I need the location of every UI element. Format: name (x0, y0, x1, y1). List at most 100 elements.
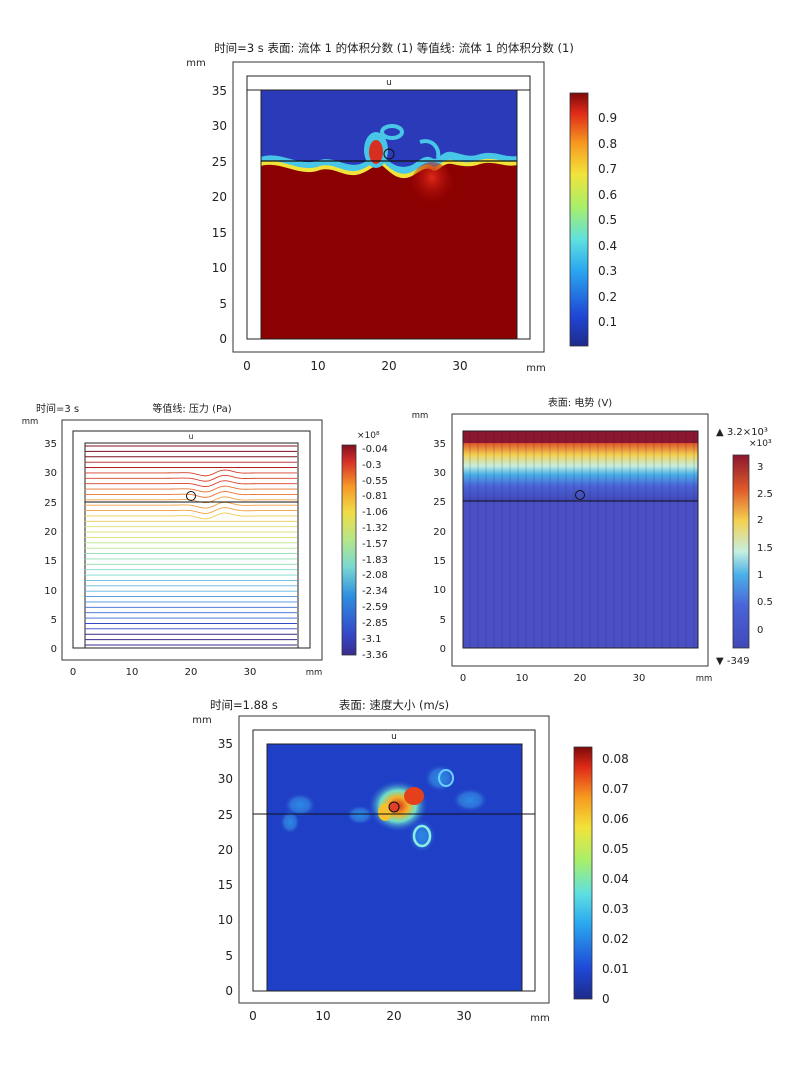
plot-volume-fraction: 时间=3 s 表面: 流体 1 的体积分数 (1) 等值线: 流体 1 的体积分… (186, 41, 617, 374)
plot4-ytick: 20 (218, 843, 233, 857)
isobar-line (84, 512, 297, 520)
plot4-ytick: 30 (218, 772, 233, 786)
plot2-ytick: 15 (44, 556, 57, 567)
plot4-cbar-tick: 0.05 (602, 842, 629, 856)
plot-electric-potential: 表面: 电势 (V) mm mm 0 10 20 30 0 5 10 15 20… (412, 396, 773, 684)
plot3-xtick: 20 (574, 673, 587, 684)
plot2-outer-boundary (72, 430, 311, 649)
plot-velocity: 时间=1.88 s 表面: 速度大小 (m/s) mm mm u 0 10 20 (192, 698, 628, 1024)
plot1-cbar-tick: 0.3 (598, 264, 617, 278)
plot4-ytick: 0 (225, 984, 233, 998)
plot4-cbar-tick: 0 (602, 992, 610, 1006)
plot2-cbar-tick: -1.32 (362, 523, 388, 534)
plot2-cbar-tick: -2.08 (362, 570, 388, 581)
plot2-cbar-tick: -2.85 (362, 618, 388, 629)
plot3-colorbar: ▲ 3.2×10³ ×10³ 3 2.5 2 1.5 1 0.5 0 ▼ -34… (716, 427, 773, 667)
plot2-colorbar-bar (341, 444, 357, 656)
plot4-colorbar: 0.08 0.07 0.06 0.05 0.04 0.03 0.02 0.01 … (573, 746, 629, 1006)
plot1-cbar-tick: 0.5 (598, 213, 617, 227)
plot2-cbar-tick: -1.06 (362, 507, 388, 518)
plot1-ytick: 0 (219, 332, 227, 346)
plot4-x-ticks: 0 10 20 30 (249, 1009, 471, 1023)
plot2-xtick: 0 (70, 667, 76, 678)
plot4-title: 表面: 速度大小 (m/s) (339, 698, 449, 712)
plot2-cbar-tick: -1.57 (362, 539, 388, 550)
plot1-y-unit: mm (186, 58, 205, 69)
plot2-cbar-multiplier: ×10⁸ (357, 431, 380, 441)
plot4-axes-frame (238, 715, 550, 1004)
plot2-cbar-tick: -0.04 (362, 444, 388, 455)
plot4-ytick: 15 (218, 878, 233, 892)
plot3-axes-frame (451, 413, 709, 667)
plot3-cbar-tick: 3 (757, 462, 763, 473)
plot3-title: 表面: 电势 (V) (548, 396, 612, 409)
plot2-cbar-tick: -0.3 (362, 460, 382, 471)
plot4-cbar-tick: 0.07 (602, 782, 629, 796)
plot1-xtick: 10 (310, 359, 325, 373)
plot4-field (267, 744, 522, 991)
plot1-ytick: 15 (212, 226, 227, 240)
plot3-domain-boundary (462, 430, 699, 649)
isobar-line (84, 485, 297, 493)
plot4-cbar-tick: 0.04 (602, 872, 629, 886)
plot1-cbar-tick: 0.6 (598, 188, 617, 202)
plot4-cbar-tick: 0.02 (602, 932, 629, 946)
plot1-title: 时间=3 s 表面: 流体 1 的体积分数 (1) 等值线: 流体 1 的体积分… (214, 41, 574, 55)
plot1-particle-circle (383, 148, 395, 160)
plot3-ytick: 10 (433, 585, 446, 596)
plot3-cbar-multiplier: ×10³ (749, 439, 772, 449)
plot1-cbar-tick: 0.9 (598, 111, 617, 125)
plot4-cbar-tick: 0.01 (602, 962, 629, 976)
plot1-cbar-tick: 0.8 (598, 137, 617, 151)
plot2-x-ticks: 0 10 20 30 (70, 667, 257, 678)
plot1-cbar-tick: 0.4 (598, 239, 617, 253)
plot2-cbar-tick: -1.83 (362, 555, 388, 566)
plot3-ytick: 0 (440, 644, 446, 655)
plot1-cbar-tick: 0.7 (598, 162, 617, 176)
plot4-xtick: 30 (456, 1009, 471, 1023)
plot2-cbar-tick: -2.59 (362, 602, 388, 613)
plot2-time-label: 时间=3 s (36, 402, 79, 415)
plot1-ytick: 20 (212, 190, 227, 204)
plot3-ytick: 25 (433, 497, 446, 508)
plot1-colorbar: 0.9 0.8 0.7 0.6 0.5 0.4 0.3 0.2 0.1 (569, 92, 617, 347)
plot4-xtick: 20 (386, 1009, 401, 1023)
plot3-xtick: 0 (460, 673, 466, 684)
plot1-axes-frame (232, 61, 545, 353)
plot1-ytick: 10 (212, 261, 227, 275)
plot2-cbar-tick: -2.34 (362, 586, 388, 597)
plot3-cbar-min: ▼ -349 (716, 656, 750, 667)
plot3-ytick: 30 (433, 468, 446, 479)
plot1-ytick: 25 (212, 155, 227, 169)
plot2-xtick: 10 (126, 667, 139, 678)
plot1-x-unit: mm (526, 363, 545, 374)
plot4-ytick: 10 (218, 913, 233, 927)
isobar-line (84, 469, 297, 477)
plot1-marker-u: u (386, 78, 392, 88)
plot2-ytick: 30 (44, 468, 57, 479)
plot3-xtick: 30 (633, 673, 646, 684)
plot1-cbar-tick: 0.2 (598, 290, 617, 304)
plot4-xtick: 10 (315, 1009, 330, 1023)
plot1-xtick: 30 (452, 359, 467, 373)
plot2-cbar-tick: -3.36 (362, 650, 388, 661)
plot4-y-ticks: 0 5 10 15 20 25 30 35 (218, 737, 233, 998)
plot4-marker-u: u (391, 732, 397, 742)
plot2-cbar-tick: -0.55 (362, 476, 388, 487)
plot4-cbar-tick: 0.08 (602, 752, 629, 766)
isobar-line (84, 480, 297, 488)
plot3-x-unit: mm (696, 674, 713, 684)
plot3-field-lower (463, 501, 698, 648)
plot3-ytick: 5 (440, 615, 446, 626)
plot2-particle-circle (186, 491, 196, 501)
plot1-cbar-tick: 0.1 (598, 315, 617, 329)
isobar-line (84, 491, 297, 498)
plot4-ytick: 35 (218, 737, 233, 751)
plot2-ytick: 10 (44, 586, 57, 597)
plot3-cbar-tick: 1 (757, 570, 763, 581)
plot2-ytick: 20 (44, 527, 57, 538)
plot3-cbar-tick: 0 (757, 625, 763, 636)
plot2-x-unit: mm (306, 668, 323, 678)
plot2-axes-frame (61, 419, 323, 661)
